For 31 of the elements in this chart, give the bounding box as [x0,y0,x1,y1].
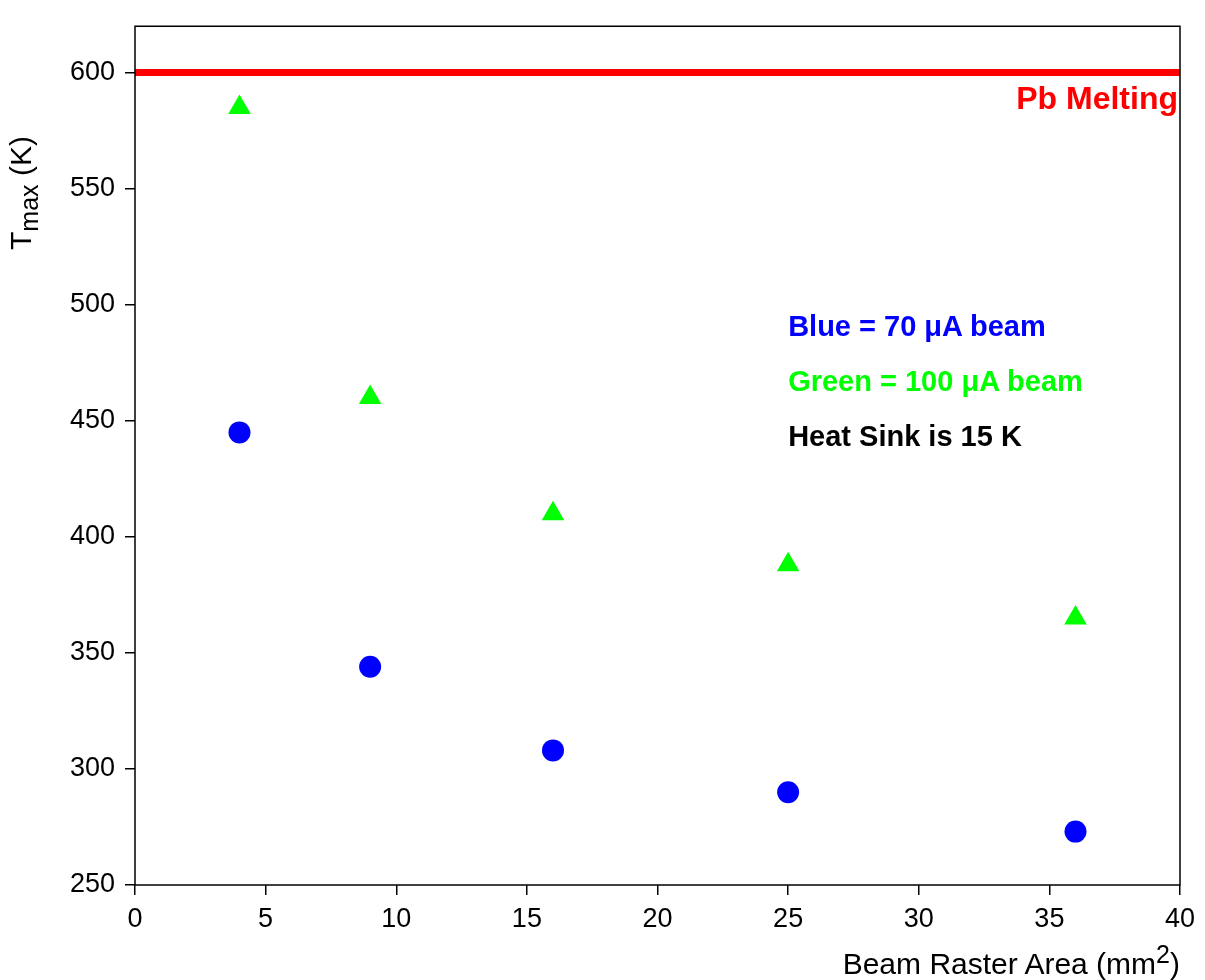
x-tick-label: 20 [642,902,673,933]
point [541,500,565,521]
x-tick-label: 10 [381,902,412,933]
point [777,781,800,804]
x-tick-label: 5 [258,902,274,933]
y-tick-label: 250 [69,868,115,899]
point [358,384,382,405]
point [359,655,382,678]
y-tick-label: 400 [69,520,115,551]
annotation: Heat Sink is 15 K [788,420,1022,452]
annotation: Blue = 70 μA beam [788,310,1046,342]
ref-line-label: Pb Melting [1016,80,1178,117]
point [1064,820,1087,843]
x-tick-label: 0 [127,902,143,933]
x-tick-label: 30 [903,902,934,933]
x-tick-label: 15 [511,902,542,933]
point [776,551,800,572]
y-tick-label: 450 [69,404,115,435]
y-tick-label: 600 [69,56,115,87]
x-tick-label: 40 [1164,902,1196,933]
y-tick-label: 550 [69,172,115,203]
y-tick-label: 500 [69,288,115,319]
point [228,94,251,114]
point [542,739,564,762]
point [1064,605,1087,625]
annotation: Green = 100 μA beam [788,365,1083,397]
y-tick-label: 350 [69,636,115,667]
x-tick-label: 25 [773,902,804,933]
x-axis-title: Beam Raster Area (mm$^{2}$) [842,940,1180,980]
y-tick-label: 300 [69,752,115,783]
x-tick-label: 35 [1034,902,1065,933]
